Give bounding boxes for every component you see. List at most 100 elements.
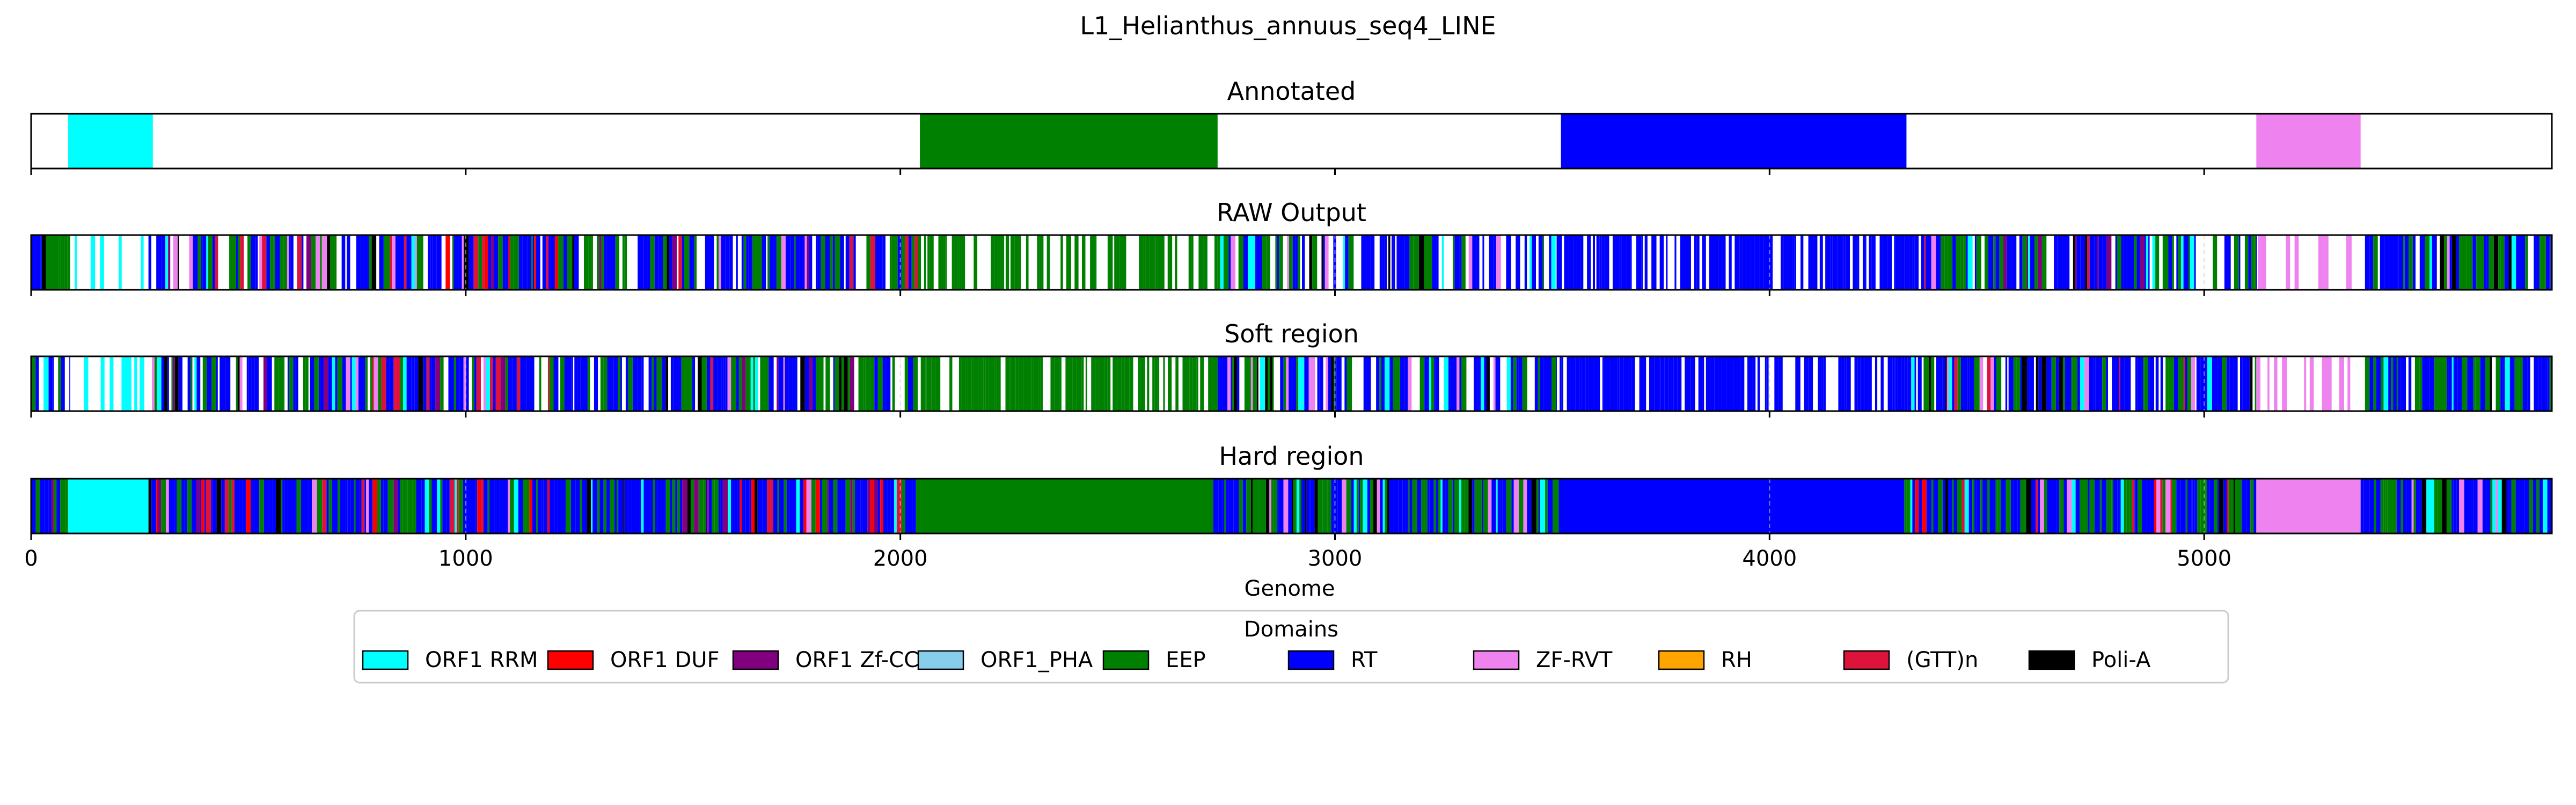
- stripe-rt: [411, 356, 415, 411]
- stripes-region: [1904, 356, 2257, 411]
- stripe-rt: [1709, 235, 1714, 290]
- stripe-rt: [670, 479, 672, 533]
- stripe-poli-a: [237, 356, 240, 411]
- stripe-orf1-rrm: [2207, 356, 2212, 411]
- stripe-rt: [293, 356, 296, 411]
- stripe-eep: [1208, 356, 1212, 411]
- stripe-rt: [2057, 235, 2062, 290]
- stripe-eep: [2185, 479, 2187, 533]
- x-tick-label: 3000: [1308, 546, 1363, 571]
- stripe-eep: [1107, 356, 1111, 411]
- stripe-rt: [1317, 356, 1320, 411]
- stripe-zf-rvt: [1946, 356, 1949, 411]
- stripe-rt: [1280, 356, 1284, 411]
- stripe-rt: [2486, 235, 2489, 290]
- stripe-rt: [2534, 235, 2536, 290]
- stripe-rt: [414, 356, 419, 411]
- stripe-eep: [46, 235, 51, 290]
- stripe-zf-rvt: [151, 356, 155, 411]
- segment-zf-rvt: [2256, 114, 2361, 169]
- stripe-zf-rvt: [1990, 356, 1994, 411]
- stripe-rt: [2408, 479, 2412, 533]
- stripe-eep: [1542, 235, 1545, 290]
- stripe-eep: [1931, 479, 1934, 533]
- stripe-rt: [538, 479, 541, 533]
- stripe-eep: [369, 235, 372, 290]
- stripe-eep: [197, 235, 201, 290]
- stripe-eep: [841, 356, 844, 411]
- stripe-eep: [1116, 235, 1119, 290]
- stripe-zf-rvt: [316, 235, 320, 290]
- stripe-eep: [603, 479, 607, 533]
- stripe-rt: [2134, 479, 2136, 533]
- stripe-rt: [1896, 356, 1898, 411]
- stripe-rt: [1602, 356, 1604, 411]
- stripe-rt: [211, 479, 213, 533]
- stripe-rt: [731, 479, 735, 533]
- stripe-rt: [1417, 479, 1422, 533]
- stripe-orf1-zf-cchc: [2037, 235, 2042, 290]
- stripe-rt: [1912, 479, 1915, 533]
- stripe-orf1-rrm: [2492, 479, 2496, 533]
- stripe-eep: [822, 479, 828, 533]
- stripe-eep: [2106, 479, 2112, 533]
- stripe-eep: [1158, 356, 1160, 411]
- stripe-eep: [935, 356, 941, 411]
- stripe-eep: [989, 356, 994, 411]
- legend-label: ORF1 DUF: [610, 648, 720, 672]
- stripe-rt: [1397, 235, 1400, 290]
- stripe-eep: [1557, 479, 1559, 533]
- stripe-rt: [493, 235, 499, 290]
- stripe-rt: [248, 356, 252, 411]
- stripe-eep: [1522, 356, 1527, 411]
- stripe-eep: [2222, 356, 2227, 411]
- stripe-zf-rvt: [1250, 356, 1253, 411]
- stripe-eep: [1272, 356, 1274, 411]
- stripe-rt: [1472, 235, 1476, 290]
- stripe-rt: [1213, 479, 1217, 533]
- stripe-eep: [400, 356, 403, 411]
- stripe-rt: [2200, 356, 2204, 411]
- stripe-eep: [280, 235, 284, 290]
- stripe-zf-rvt: [2447, 235, 2450, 290]
- stripe-rt: [773, 235, 777, 290]
- stripe-rt: [1952, 356, 1955, 411]
- stripe-rt: [2545, 235, 2550, 290]
- legend-title: Domains: [1244, 617, 1338, 642]
- stripe-rt: [1604, 356, 1606, 411]
- stripe-rt: [647, 235, 650, 290]
- stripe-rt: [332, 479, 335, 533]
- stripe-zf-rvt: [312, 479, 317, 533]
- stripe-zf-rvt: [1377, 479, 1380, 533]
- stripe-rt: [1596, 235, 1600, 290]
- stripe-rt: [632, 479, 637, 533]
- stripe-rt: [2547, 479, 2551, 533]
- stripe-eep: [1275, 235, 1277, 290]
- stripe-rt: [1547, 356, 1552, 411]
- stripe-eep: [1081, 356, 1084, 411]
- stripe-rt: [406, 235, 412, 290]
- stripe-rt: [1845, 235, 1850, 290]
- track-hard-region: Hard region: [30, 442, 2553, 540]
- stripes-region: [1560, 356, 1905, 411]
- stripe-eep: [1997, 479, 2001, 533]
- stripe-eep: [514, 235, 519, 290]
- stripe-eep: [2373, 235, 2378, 290]
- stripe-rt: [2447, 356, 2449, 411]
- stripe-eep: [811, 479, 816, 533]
- stripe-eep: [580, 479, 582, 533]
- stripe-rt: [355, 479, 360, 533]
- stripe-rt: [2095, 356, 2099, 411]
- stripe-eep: [1042, 235, 1044, 290]
- stripe-rt: [2065, 356, 2067, 411]
- stripe-eep: [2250, 479, 2254, 533]
- stripe-rt: [518, 479, 523, 533]
- stripe-rt: [423, 356, 427, 411]
- stripe-rt: [2449, 235, 2452, 290]
- stripe-eep: [1068, 356, 1073, 411]
- stripe-eep: [2514, 356, 2518, 411]
- stripe-eep: [610, 479, 615, 533]
- stripe-rt: [553, 356, 559, 411]
- stripe-eep: [2381, 356, 2384, 411]
- stripe-eep: [1273, 479, 1278, 533]
